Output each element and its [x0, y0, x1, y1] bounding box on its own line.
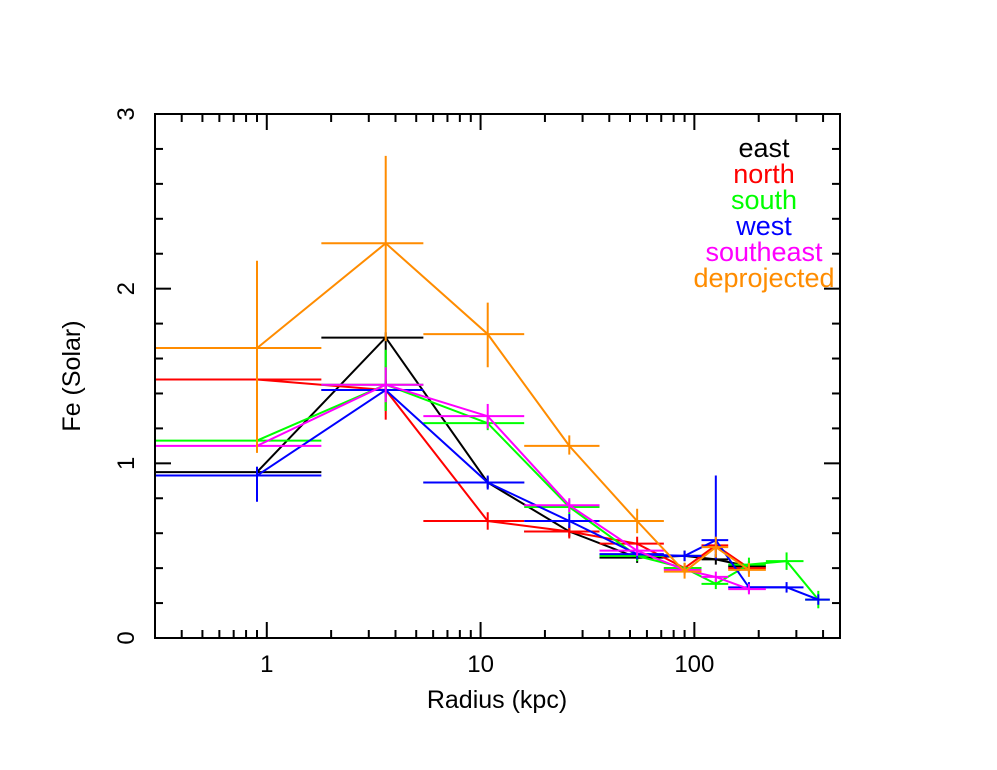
y-axis-title: Fe (Solar): [58, 320, 86, 431]
axis-tick-labels: 1 10 100 0 1 2 3: [113, 107, 714, 678]
y-tick-label: 2: [113, 282, 140, 295]
legend-entry-south: south: [731, 185, 797, 215]
y-tick-label: 0: [113, 631, 140, 644]
axis-ticks: [154, 113, 840, 639]
series-south: [155, 349, 830, 609]
series-line-deprojected: [256, 241, 750, 573]
series-north: [155, 374, 766, 574]
series-deprojected: [155, 155, 766, 579]
series-layer: [155, 155, 830, 609]
x-axis-title: Radius (kpc): [427, 686, 567, 714]
plot-frame: [154, 113, 841, 639]
x-tick-label: 10: [467, 651, 494, 678]
x-tick-label: 100: [674, 651, 714, 678]
legend-entry-deprojected: deprojected: [693, 263, 834, 293]
series-line-southeast: [256, 383, 750, 591]
x-tick-label: 1: [260, 651, 273, 678]
y-tick-label: 1: [113, 457, 140, 470]
legend-entry-north: north: [733, 159, 795, 189]
series-east: [155, 332, 766, 572]
legend-entry-west: west: [735, 211, 792, 241]
series-line-east: [256, 336, 750, 568]
legend-entry-southeast: southeast: [705, 237, 823, 267]
legend-entry-east: east: [738, 133, 790, 163]
series-line-south: [256, 383, 820, 601]
y-tick-label: 3: [113, 107, 140, 120]
